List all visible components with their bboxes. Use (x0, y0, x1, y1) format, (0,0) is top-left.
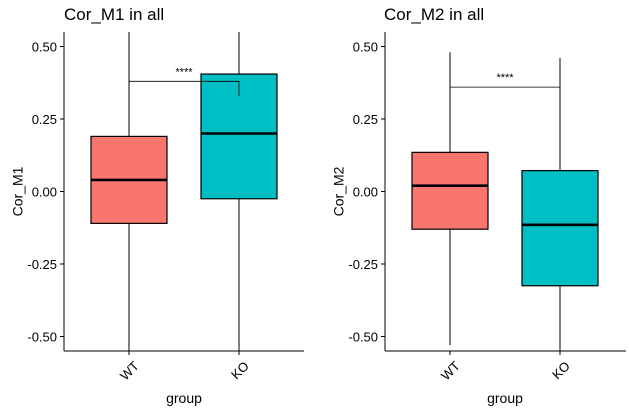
x-tick-label: KO (549, 358, 573, 382)
x-axis-title: group (166, 390, 202, 406)
x-tick-label: WT (117, 358, 142, 383)
y-tick-label: 0.50 (32, 40, 57, 55)
significance-label: **** (496, 72, 514, 84)
box-ko (200, 73, 278, 200)
significance-label: **** (175, 66, 193, 78)
y-tick-label: 0.00 (32, 185, 57, 200)
y-tick-label: 0.25 (353, 112, 378, 127)
y-tick-label: -0.50 (348, 330, 378, 345)
y-tick-label: 0.00 (353, 185, 378, 200)
x-tick-label: WT (438, 358, 463, 383)
x-tick-label: KO (228, 358, 252, 382)
y-tick-label: -0.50 (27, 330, 57, 345)
y-axis-title: Cor_M1 (9, 166, 25, 216)
y-axis-title: Cor_M2 (330, 166, 346, 216)
y-tick-label: -0.25 (348, 257, 378, 272)
box-wt (411, 151, 489, 230)
y-tick-label: -0.25 (27, 257, 57, 272)
x-axis-title: group (487, 390, 523, 406)
chart-title: Cor_M1 in all (64, 5, 164, 24)
chart-title: Cor_M2 in all (384, 5, 484, 24)
y-tick-label: 0.50 (353, 40, 378, 55)
y-tick-label: 0.25 (32, 112, 57, 127)
box-ko (521, 170, 599, 287)
